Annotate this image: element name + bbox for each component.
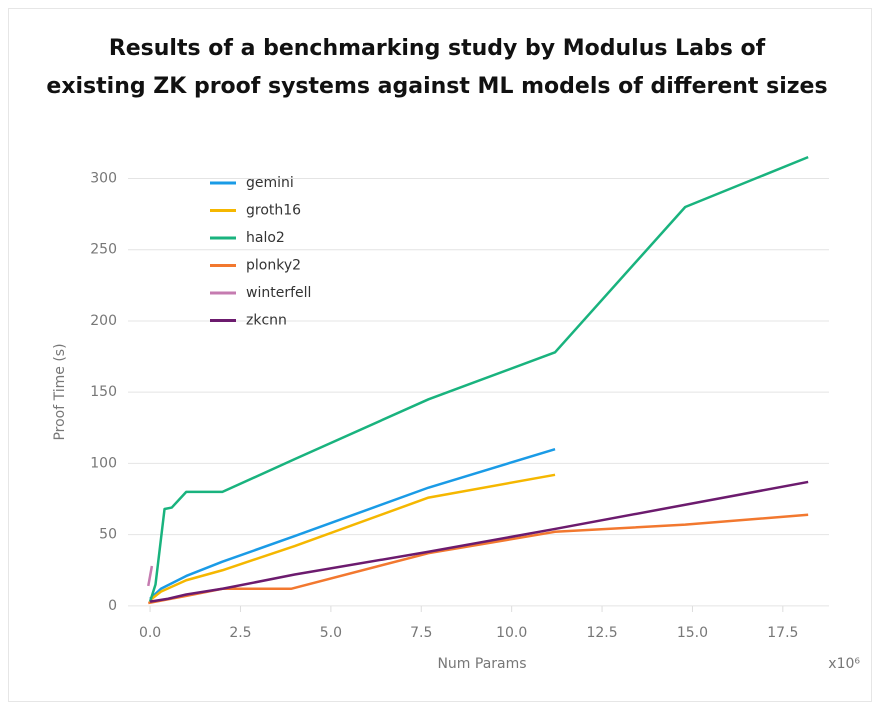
x-tick-label: 2.5: [229, 625, 251, 641]
y-tick-label: 150: [90, 384, 117, 400]
chart-title: Results of a benchmarking study by Modul…: [46, 36, 828, 99]
y-tick-label: 100: [90, 455, 117, 471]
series-line: [147, 565, 154, 587]
x-tick-label: 12.5: [586, 625, 617, 641]
legend-label: zkcnn: [246, 313, 287, 329]
series-line: [149, 480, 809, 603]
card: [8, 8, 872, 702]
series-line: [149, 447, 556, 600]
legend-label: groth16: [246, 203, 301, 219]
series-line: [148, 155, 809, 602]
legend-label: halo2: [246, 230, 285, 246]
legend-label: winterfell: [246, 285, 311, 301]
x-tick-label: 5.0: [320, 625, 342, 641]
y-tick-label: 50: [99, 527, 117, 543]
y-tick-label: 0: [108, 598, 117, 614]
legend-label: plonky2: [246, 258, 301, 274]
x-exponent-label: x10⁶: [828, 656, 860, 672]
legend-label: gemini: [246, 175, 294, 191]
x-tick-label: 15.0: [677, 625, 708, 641]
y-axis-label: Proof Time (s): [52, 343, 68, 440]
x-tick-label: 10.0: [496, 625, 527, 641]
y-tick-label: 250: [90, 242, 117, 258]
x-tick-label: 17.5: [767, 625, 798, 641]
y-tick-label: 200: [90, 313, 117, 329]
y-tick-label: 300: [90, 170, 117, 186]
series-line: [148, 513, 809, 605]
x-axis-label: Num Params: [437, 656, 526, 672]
x-tick-label: 0.0: [139, 625, 161, 641]
x-tick-label: 7.5: [410, 625, 432, 641]
series-line: [149, 473, 556, 602]
